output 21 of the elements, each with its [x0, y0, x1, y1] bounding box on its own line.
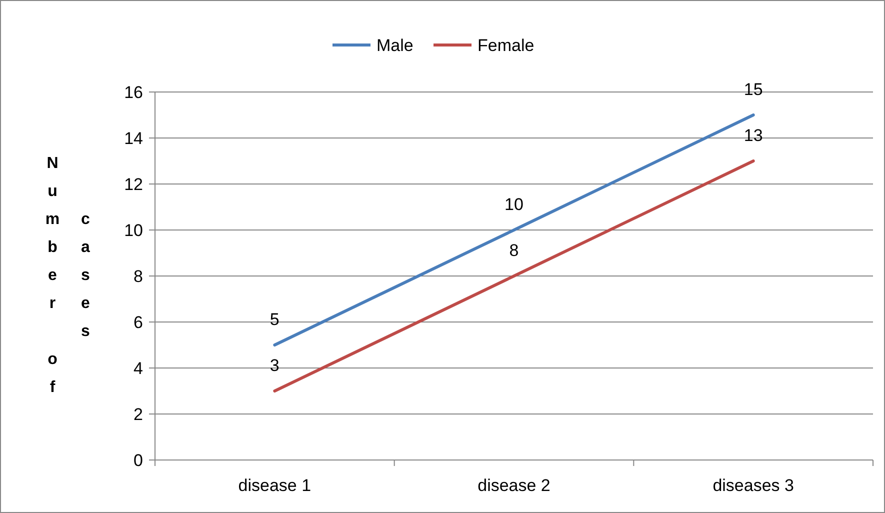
- y-tick-label: 14: [124, 128, 143, 148]
- y-tick-label: 4: [134, 358, 143, 378]
- y-tick-label: 12: [124, 174, 143, 194]
- y-tick-label: 0: [134, 450, 143, 470]
- data-label: 13: [744, 126, 763, 145]
- x-tick-label: diseases 3: [712, 476, 794, 495]
- x-tick-label: disease 1: [238, 476, 312, 495]
- legend-label: Male: [376, 36, 414, 55]
- data-label: 8: [509, 241, 519, 260]
- y-tick-label: 2: [134, 404, 143, 424]
- data-label: 15: [744, 80, 763, 99]
- y-tick-label: 6: [134, 312, 143, 332]
- data-label: 10: [504, 195, 524, 214]
- legend-label: Female: [478, 36, 534, 55]
- x-tick-label: disease 2: [478, 476, 550, 495]
- y-tick-label: 8: [134, 266, 143, 286]
- y-tick-label: 16: [124, 82, 143, 102]
- y-tick-label: 10: [124, 220, 143, 240]
- data-label: 3: [270, 356, 280, 375]
- y-axis-title: Number of cases: [43, 154, 95, 408]
- data-label: 5: [270, 310, 280, 329]
